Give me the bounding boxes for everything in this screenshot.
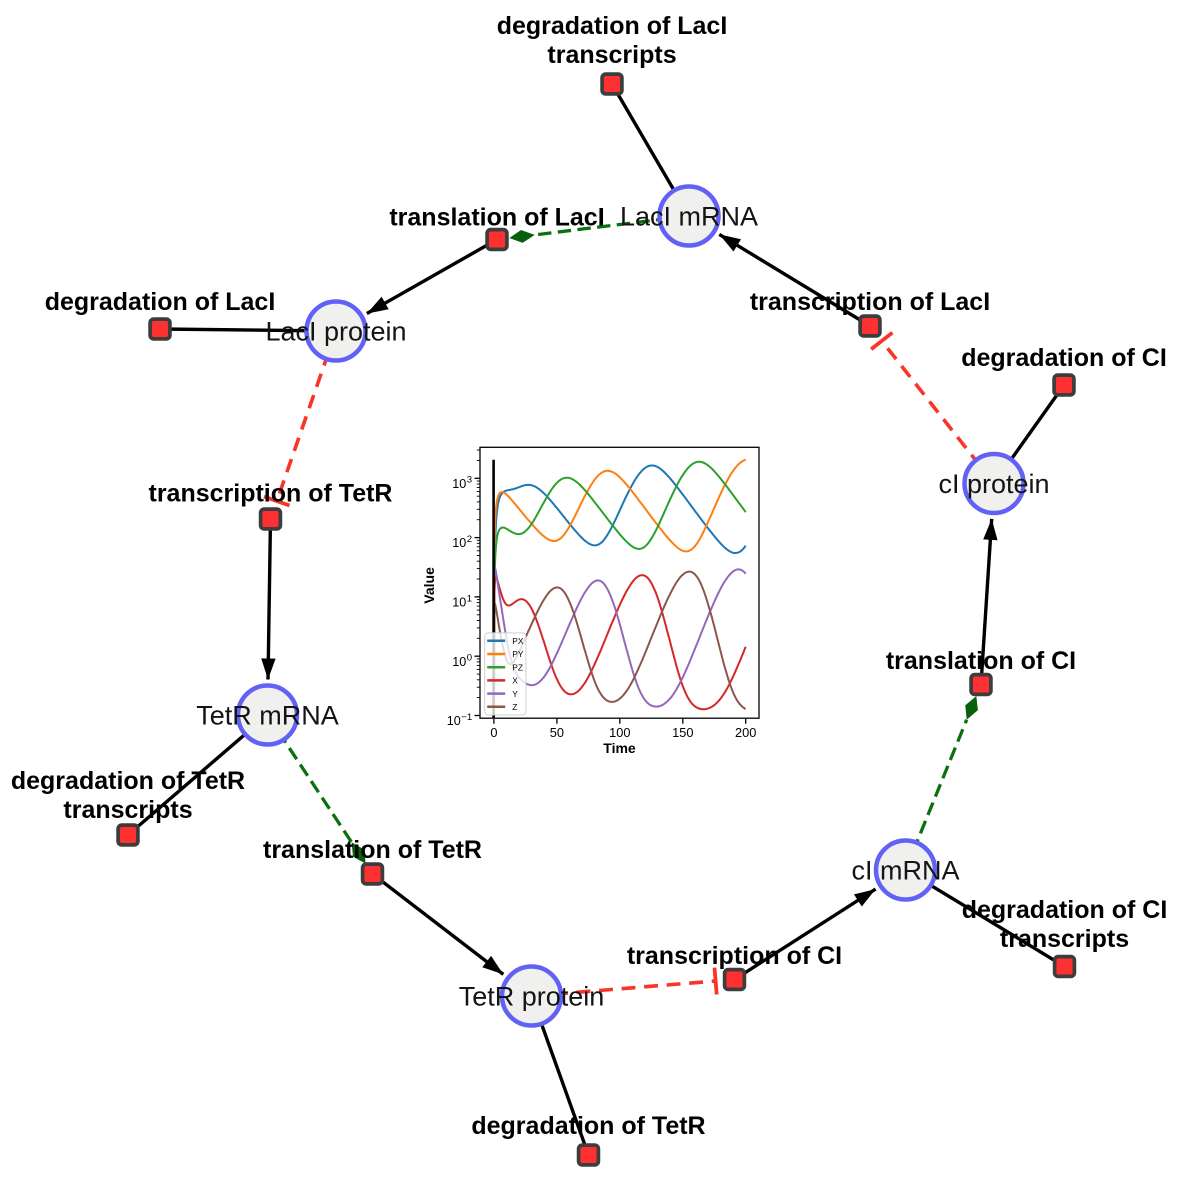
svg-text:degradation of TetR: degradation of TetR [471, 1112, 705, 1140]
svg-text:10: 10 [452, 596, 466, 610]
svg-text:3: 3 [467, 475, 472, 486]
svg-text:2: 2 [467, 534, 472, 545]
svg-text:Y: Y [512, 689, 518, 699]
svg-text:transcripts: transcripts [547, 41, 676, 69]
svg-text:0: 0 [467, 653, 472, 664]
svg-text:PY: PY [512, 649, 524, 659]
svg-text:PX: PX [512, 636, 524, 646]
svg-text:cI protein: cI protein [938, 469, 1049, 499]
svg-text:TetR protein: TetR protein [459, 982, 605, 1012]
svg-text:cI mRNA: cI mRNA [852, 856, 960, 886]
svg-text:Time: Time [603, 740, 636, 756]
svg-text:100: 100 [609, 725, 630, 740]
svg-text:transcripts: transcripts [1000, 925, 1129, 953]
svg-text:transcripts: transcripts [63, 796, 192, 824]
svg-text:LacI mRNA: LacI mRNA [620, 202, 758, 232]
svg-text:200: 200 [735, 725, 756, 740]
svg-text:PZ: PZ [512, 662, 523, 672]
svg-text:50: 50 [550, 725, 564, 740]
svg-text:TetR mRNA: TetR mRNA [196, 701, 339, 731]
svg-text:1: 1 [467, 593, 472, 604]
svg-text:transcription of TetR: transcription of TetR [149, 480, 393, 508]
svg-text:degradation of LacI: degradation of LacI [497, 12, 728, 40]
svg-text:10: 10 [452, 477, 466, 491]
svg-text:degradation of CI: degradation of CI [961, 344, 1167, 372]
svg-text:translation of LacI: translation of LacI [389, 204, 604, 232]
svg-text:LacI protein: LacI protein [265, 317, 406, 347]
svg-text:10: 10 [452, 536, 466, 550]
svg-text:0: 0 [490, 725, 497, 740]
svg-text:X: X [512, 676, 518, 686]
svg-text:degradation of LacI: degradation of LacI [45, 288, 276, 316]
svg-text:degradation of CI: degradation of CI [962, 896, 1168, 924]
svg-text:degradation of TetR: degradation of TetR [11, 767, 245, 795]
svg-text:Z: Z [512, 702, 517, 712]
svg-text:−1: −1 [461, 712, 472, 723]
svg-text:translation of CI: translation of CI [886, 647, 1076, 675]
svg-text:transcription of CI: transcription of CI [627, 942, 842, 970]
svg-text:translation of TetR: translation of TetR [263, 836, 482, 864]
svg-text:transcription of LacI: transcription of LacI [750, 288, 990, 316]
svg-text:10: 10 [452, 655, 466, 669]
svg-text:Value: Value [421, 567, 437, 604]
svg-text:150: 150 [672, 725, 693, 740]
svg-text:10: 10 [447, 714, 461, 728]
